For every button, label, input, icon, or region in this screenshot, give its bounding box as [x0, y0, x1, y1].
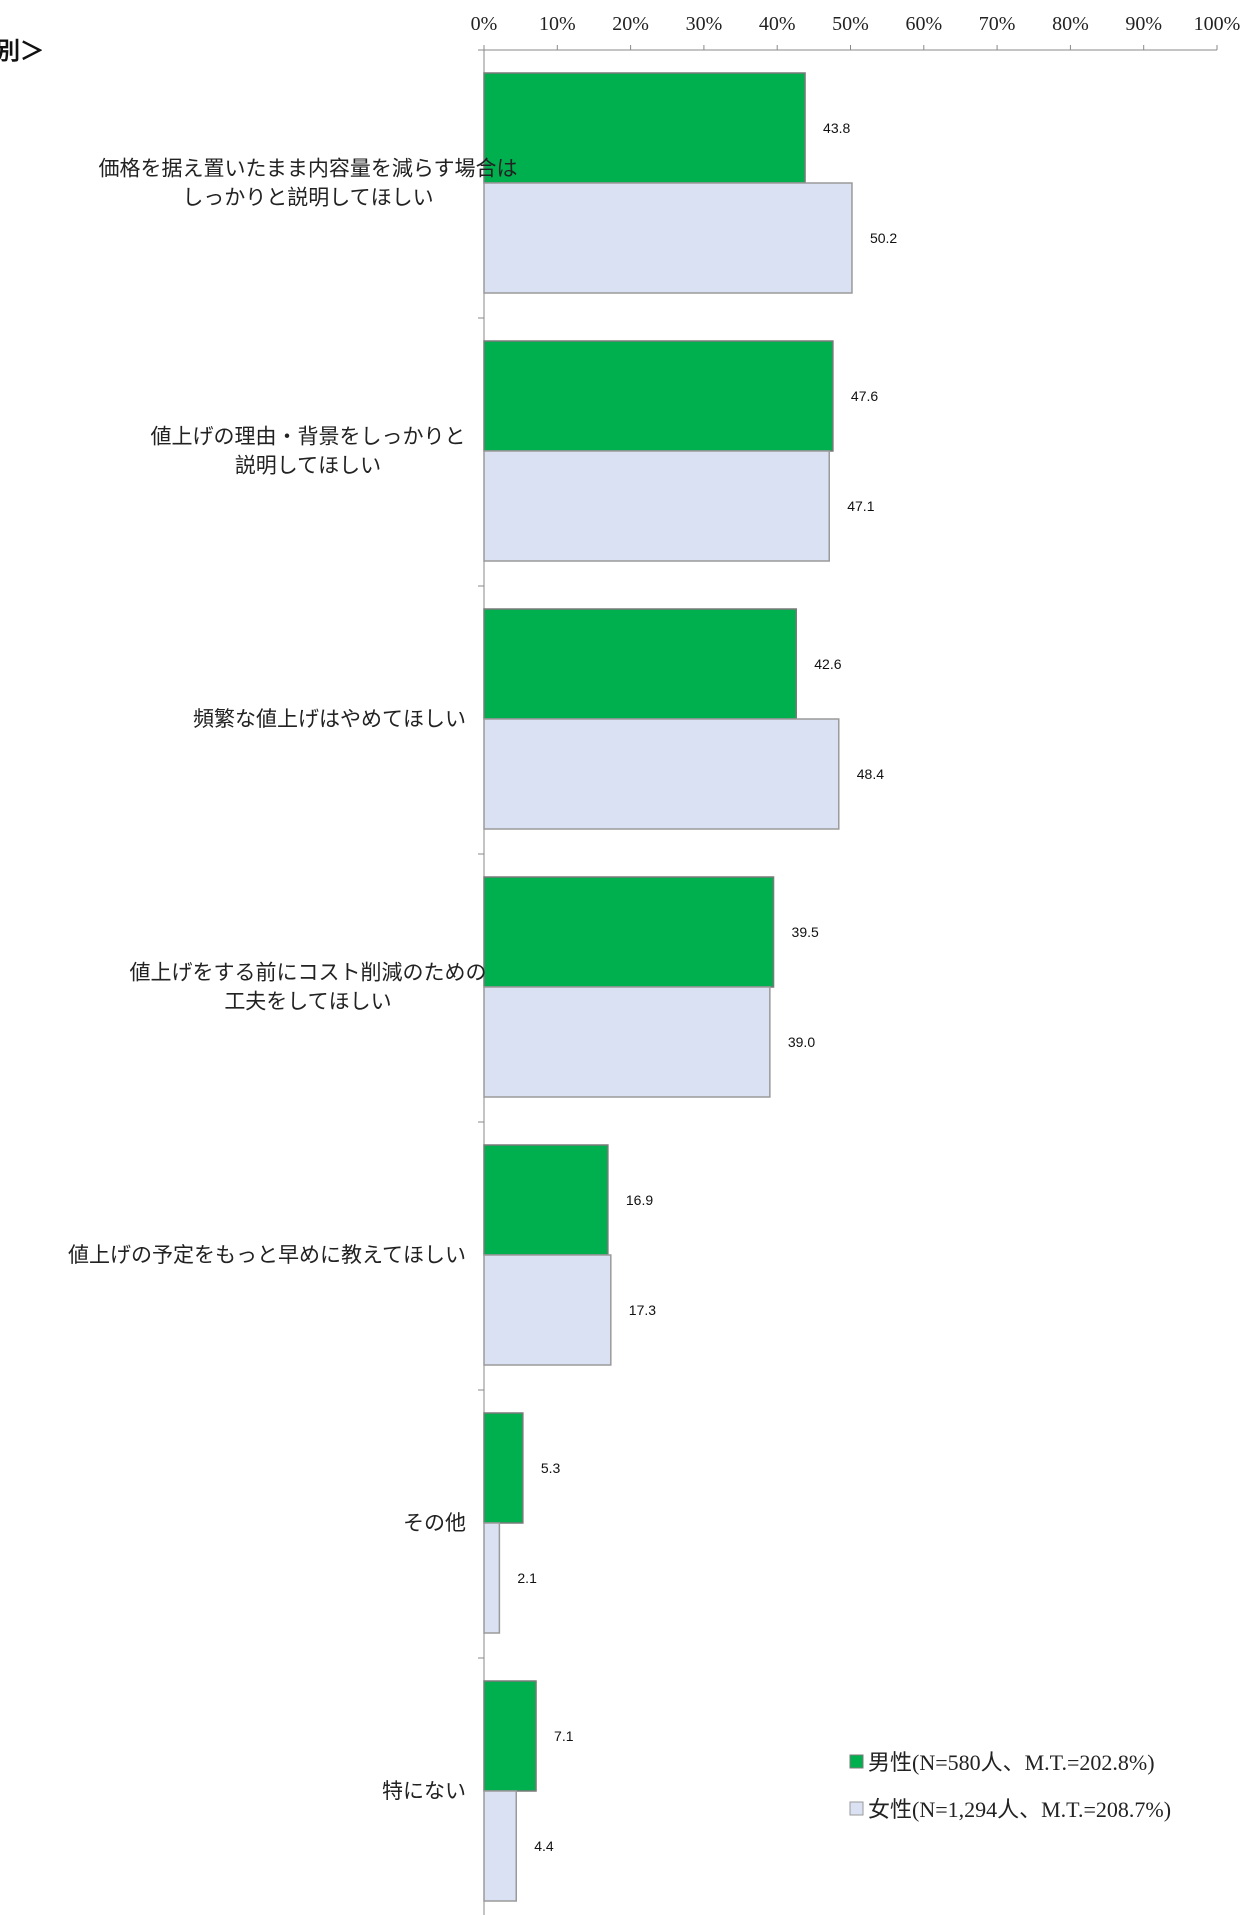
- data-label-male: 47.6: [851, 388, 878, 404]
- category-label: 値上げの理由・背景をしっかりと: [151, 425, 466, 449]
- bars: 43.8 50.2 47.6 47.1 42.6 48.4 39.5 39.0 16.9 17.3…: [483, 72, 897, 1902]
- bar-male: [483, 1144, 609, 1256]
- legend-label-male: 男性(N=580人、M.T.=202.8%): [868, 1750, 1155, 1775]
- x-tick-label: 90%: [1125, 13, 1162, 35]
- bar-female: [483, 1254, 612, 1366]
- x-tick-label: 70%: [979, 13, 1016, 35]
- chart-title-fragment: 別＞: [0, 37, 44, 65]
- data-label-female: 50.2: [870, 230, 897, 246]
- bar-male: [483, 340, 834, 452]
- bar-female: [483, 1790, 518, 1902]
- bar-male: [483, 1680, 537, 1792]
- bar-female: [483, 718, 840, 830]
- data-label-male: 43.8: [823, 120, 850, 136]
- x-tick-label: 80%: [1052, 13, 1089, 35]
- category-label: 価格を据え置いたまま内容量を減らす場合は: [99, 157, 518, 181]
- data-label-male: 42.6: [814, 656, 841, 672]
- category-labels: 価格を据え置いたまま内容量を減らす場合はしっかりと説明してほしい値上げの理由・背…: [68, 157, 517, 1804]
- x-tick-label: 60%: [905, 13, 942, 35]
- x-tick-label: 10%: [539, 13, 576, 35]
- category-label: 頻繁な値上げはやめてほしい: [193, 707, 466, 731]
- data-label-female: 39.0: [788, 1034, 815, 1050]
- data-label-male: 5.3: [541, 1460, 561, 1476]
- category-label: しっかりと説明してほしい: [182, 186, 433, 210]
- data-label-female: 17.3: [629, 1302, 656, 1318]
- bar-male: [483, 1412, 524, 1524]
- x-tick-label: 40%: [759, 13, 796, 35]
- data-label-female: 47.1: [847, 498, 874, 514]
- data-label-female: 2.1: [517, 1570, 537, 1586]
- bar-male: [483, 876, 775, 988]
- data-label-male: 7.1: [554, 1728, 574, 1744]
- legend-label-female: 女性(N=1,294人、M.T.=208.7%): [868, 1797, 1171, 1822]
- bar-female: [483, 182, 853, 294]
- data-label-male: 39.5: [792, 924, 819, 940]
- x-tick-label: 20%: [612, 13, 649, 35]
- legend-swatch-female: [849, 1801, 864, 1816]
- x-tick-label: 100%: [1194, 13, 1241, 35]
- bar-male: [483, 608, 798, 720]
- data-label-female: 48.4: [857, 766, 884, 782]
- bar-female: [483, 1522, 501, 1634]
- x-tick-label: 30%: [686, 13, 723, 35]
- category-label: 工夫をしてほしい: [224, 990, 391, 1014]
- x-tick-label: 0%: [471, 13, 498, 35]
- category-label: 値上げの予定をもっと早めに教えてほしい: [68, 1243, 466, 1267]
- data-label-male: 16.9: [626, 1192, 653, 1208]
- category-label: 説明してほしい: [235, 454, 381, 478]
- legend-swatch-male: [849, 1754, 864, 1769]
- bar-male: [483, 72, 806, 184]
- bar-female: [483, 986, 771, 1098]
- category-label: 値上げをする前にコスト削減のための: [130, 961, 487, 985]
- data-label-female: 4.4: [534, 1838, 554, 1854]
- x-tick-label: 50%: [832, 13, 869, 35]
- category-label: 特にない: [382, 1779, 466, 1803]
- legend: 男性(N=580人、M.T.=202.8%) 女性(N=1,294人、M.T.=2…: [849, 1750, 1171, 1822]
- bar-female: [483, 450, 830, 562]
- category-label: その他: [403, 1511, 466, 1535]
- x-axis: 0% 10% 20% 30% 40% 50% 60% 70% 80% 90% 100%: [471, 13, 1241, 51]
